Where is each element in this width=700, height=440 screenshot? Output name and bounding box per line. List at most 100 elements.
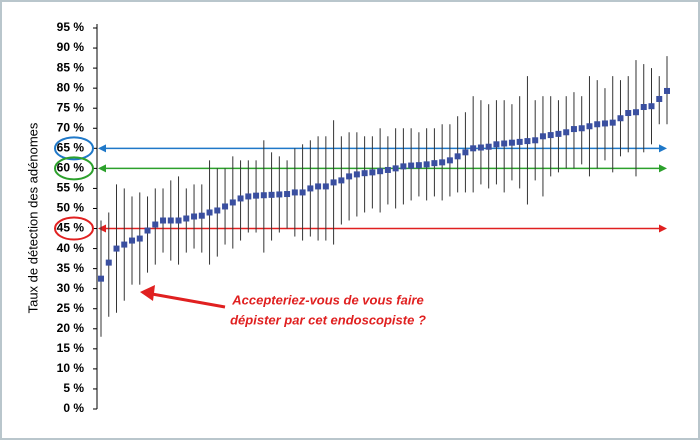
point — [454, 153, 461, 160]
y-tick-label: 0 % — [63, 401, 84, 415]
point — [330, 179, 337, 186]
point — [516, 138, 523, 145]
y-tick-label: 60 % — [57, 161, 85, 175]
point — [632, 109, 639, 116]
point — [346, 173, 353, 180]
point — [384, 166, 391, 173]
point — [400, 163, 407, 170]
point — [594, 121, 601, 128]
point — [113, 245, 120, 252]
point — [253, 192, 260, 199]
point — [307, 185, 314, 192]
point — [640, 104, 647, 111]
point — [214, 207, 221, 214]
point — [470, 145, 477, 152]
annotation-arrowhead — [140, 285, 155, 301]
point — [617, 115, 624, 122]
point — [408, 162, 415, 169]
point — [586, 123, 593, 130]
point — [206, 209, 213, 216]
y-tick-label: 95 % — [57, 20, 85, 34]
point — [191, 213, 198, 220]
y-tick-label: 75 % — [57, 100, 85, 114]
point — [563, 129, 570, 136]
y-tick-label: 45 % — [57, 221, 85, 235]
point — [601, 120, 608, 127]
point — [369, 169, 376, 176]
point — [524, 138, 531, 145]
point — [570, 126, 577, 133]
y-tick-label: 85 % — [57, 60, 85, 74]
point — [431, 160, 438, 167]
point — [183, 215, 190, 222]
annotation: Accepteriez-vous de vous faire — [231, 292, 423, 307]
point — [508, 139, 515, 146]
point — [377, 168, 384, 175]
point — [198, 212, 205, 219]
y-axis-title: Taux de détection des adénomes — [25, 122, 40, 313]
point — [625, 110, 632, 117]
point — [532, 137, 539, 144]
highlight-circle — [54, 216, 94, 241]
annotation: dépister par cet endoscopiste ? — [230, 312, 426, 327]
y-tick-label: 30 % — [57, 281, 85, 295]
point — [462, 149, 469, 156]
y-tick-label: 10 % — [57, 361, 85, 375]
point — [98, 275, 104, 282]
highlight-circle — [54, 156, 94, 181]
point — [485, 143, 492, 150]
point — [237, 195, 244, 202]
point — [664, 87, 670, 94]
point — [260, 192, 267, 199]
highlight-circle — [54, 136, 94, 161]
point — [493, 141, 500, 148]
y-tick-label: 55 % — [57, 181, 85, 195]
point — [105, 259, 112, 266]
point — [315, 183, 322, 190]
point — [555, 130, 562, 137]
point — [245, 193, 252, 200]
annotation-arrow — [151, 292, 226, 309]
y-tick-label: 65 % — [57, 140, 85, 154]
point — [656, 95, 663, 102]
point — [338, 177, 345, 184]
point — [547, 132, 554, 139]
point — [361, 170, 368, 177]
y-tick-label: 35 % — [57, 261, 85, 275]
point — [299, 189, 306, 196]
y-tick-label: 40 % — [57, 241, 85, 255]
point — [284, 191, 291, 198]
point — [276, 191, 283, 198]
point — [439, 159, 446, 166]
y-tick-label: 90 % — [57, 40, 85, 54]
point — [136, 235, 143, 242]
y-tick-label: 5 % — [63, 381, 84, 395]
point — [175, 217, 182, 224]
point — [291, 189, 298, 196]
point — [121, 241, 128, 248]
point — [222, 203, 229, 210]
y-tick-label: 50 % — [57, 201, 85, 215]
point — [446, 157, 453, 164]
point — [144, 227, 151, 234]
y-tick-label: 15 % — [57, 341, 85, 355]
point — [477, 144, 484, 151]
point — [501, 140, 508, 147]
point — [423, 161, 430, 168]
point — [609, 119, 616, 126]
y-tick-label: 80 % — [57, 80, 85, 94]
point — [539, 133, 546, 140]
point — [129, 237, 136, 244]
y-tick-label: 70 % — [57, 120, 85, 134]
point — [353, 171, 360, 178]
point — [268, 191, 275, 198]
point — [167, 217, 174, 224]
point — [648, 103, 655, 110]
point — [152, 221, 159, 228]
point — [229, 199, 236, 206]
point — [160, 217, 167, 224]
point — [392, 165, 399, 172]
point — [322, 183, 329, 190]
